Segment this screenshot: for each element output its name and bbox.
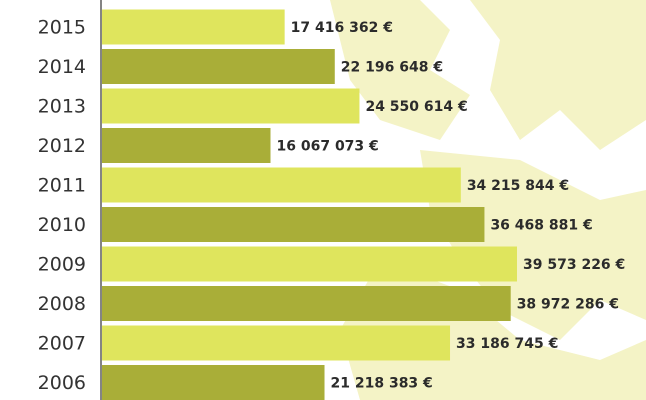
value-label: 16 067 073 € bbox=[276, 139, 378, 155]
bar bbox=[102, 88, 360, 124]
value-label: 38 972 286 € bbox=[517, 297, 619, 313]
bar bbox=[102, 246, 517, 282]
bar bbox=[102, 365, 325, 400]
value-label: 34 215 844 € bbox=[467, 178, 569, 194]
value-label: 21 218 383 € bbox=[331, 376, 433, 392]
bar bbox=[102, 49, 335, 84]
category-label: 2012 bbox=[38, 135, 86, 157]
map-shape bbox=[560, 0, 620, 60]
category-label: 2013 bbox=[38, 96, 86, 118]
category-label: 2014 bbox=[38, 56, 86, 78]
value-label: 24 550 614 € bbox=[365, 99, 467, 115]
category-label: 2007 bbox=[38, 333, 86, 355]
background-map bbox=[330, 0, 646, 400]
bar bbox=[102, 167, 461, 203]
category-label: 2006 bbox=[38, 372, 86, 394]
bar bbox=[102, 9, 285, 45]
value-label: 36 468 881 € bbox=[490, 218, 592, 234]
value-label: 17 416 362 € bbox=[291, 20, 393, 36]
value-label: 22 196 648 € bbox=[341, 60, 443, 76]
category-label: 2011 bbox=[38, 175, 86, 197]
category-label: 2010 bbox=[38, 214, 86, 236]
category-label: 2015 bbox=[38, 17, 86, 39]
map-shape bbox=[470, 0, 646, 150]
map-shape bbox=[330, 0, 470, 140]
category-label: 2009 bbox=[38, 254, 86, 276]
map-shape bbox=[420, 150, 646, 340]
bar bbox=[102, 128, 271, 163]
bar bbox=[102, 207, 485, 242]
category-label: 2008 bbox=[38, 293, 86, 315]
value-label: 33 186 745 € bbox=[456, 336, 558, 352]
bar bbox=[102, 286, 511, 321]
bar bbox=[102, 325, 451, 361]
value-label: 39 573 226 € bbox=[523, 257, 625, 273]
